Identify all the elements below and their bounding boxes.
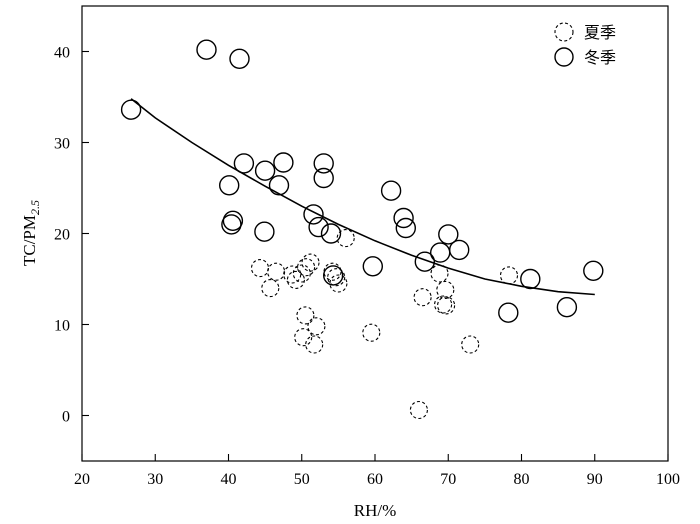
data-point-summer [327,268,346,287]
data-point-summer [250,259,270,278]
y-tick-label: 40 [54,45,70,62]
data-point-summer [329,274,348,293]
data-point-winter [380,180,402,201]
data-points [120,39,604,420]
data-point-summer [430,264,449,283]
data-point-summer [296,306,315,325]
y-tick-label: 10 [54,318,70,335]
data-point-winter [395,217,416,239]
data-point-summer [323,262,342,281]
x-tick-label: 50 [294,471,310,488]
y-axis-title: TC/PM2.5 [20,200,42,266]
data-point-summer [294,328,313,347]
data-point-summer [409,400,428,420]
data-point-winter [229,48,250,69]
x-tick-label: 20 [74,471,90,488]
plot-frame [81,5,669,462]
data-point-summer [267,262,286,281]
x-axis-title: RH/% [354,501,397,520]
x-tick-label: 40 [221,471,237,488]
x-axis-ticks: 20 30 40 50 60 70 80 90 100 [74,454,680,488]
data-point-winter [221,214,242,235]
data-point-winter [308,216,329,238]
data-point-summer [436,280,455,299]
data-point-winter [254,160,276,181]
y-tick-label: 20 [54,227,70,244]
data-point-summer [307,317,326,336]
data-point-winter [520,268,541,290]
data-point-winter [498,302,519,323]
data-point-summer [283,265,302,284]
legend-item-winter: 冬季 [554,47,616,67]
data-point-summer [297,258,316,277]
data-point-winter [222,210,244,232]
data-point-summer [305,335,324,354]
legend-item-summer: 夏季 [554,22,616,42]
data-point-summer [336,229,355,248]
data-point-summer [437,296,456,315]
data-point-winter [303,204,324,225]
x-tick-label: 30 [147,471,163,488]
data-point-winter [362,256,383,277]
legend-label-winter: 冬季 [584,48,616,67]
y-axis-ticks: 0 10 20 30 40 [54,45,89,426]
data-point-winter [449,239,470,261]
data-point-winter [583,260,604,281]
data-point-winter [273,152,294,173]
y-axis-title-subscript: 2.5 [28,200,42,215]
legend-marker-winter [554,47,574,67]
x-tick-label: 100 [656,471,680,488]
data-point-winter [323,265,344,286]
data-point-summer [499,266,519,285]
x-tick-label: 80 [514,471,530,488]
y-axis-title-main: TC/PM [20,215,39,266]
data-point-winter [320,223,342,244]
data-point-summer [413,288,432,307]
data-point-summer [286,270,305,289]
x-tick-label: 90 [587,471,603,488]
legend: 夏季 冬季 [554,22,616,67]
fit-curve [130,98,595,296]
x-tick-label: 60 [367,471,383,488]
data-point-winter [414,251,435,272]
y-tick-label: 0 [62,409,70,426]
data-point-summer [301,253,320,272]
data-point-summer [461,335,480,354]
legend-marker-summer [554,22,574,42]
data-point-summer [261,279,280,298]
x-tick-label: 70 [440,471,456,488]
data-point-winter [196,39,217,60]
data-point-winter [393,207,414,229]
data-point-winter [254,221,275,242]
data-point-winter [438,224,459,245]
data-point-winter [120,99,142,120]
data-point-winter [313,153,334,174]
data-point-winter [556,297,578,318]
data-point-summer [362,323,381,342]
data-point-winter [218,175,240,196]
data-point-winter [233,153,255,174]
data-point-winter [268,175,290,196]
legend-label-summer: 夏季 [584,23,616,42]
y-tick-label: 30 [54,136,70,153]
data-point-winter [313,167,334,189]
data-point-winter [430,242,451,263]
